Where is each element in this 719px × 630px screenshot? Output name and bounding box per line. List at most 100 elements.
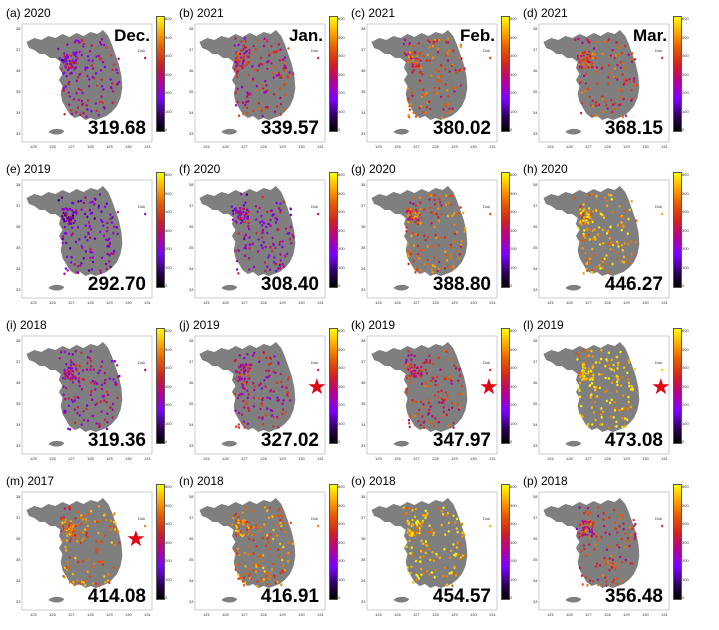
station-dot <box>603 517 606 521</box>
station-dot <box>236 396 239 400</box>
station-dot <box>444 68 447 71</box>
station-dot <box>420 534 423 537</box>
station-dot <box>408 378 411 381</box>
station-dot <box>241 580 245 583</box>
station-dot <box>608 401 612 405</box>
station-dot <box>422 554 425 558</box>
station-dot <box>447 530 450 533</box>
colorbar-tick-label: 300 <box>165 71 172 77</box>
station-dot <box>573 196 576 200</box>
station-dot <box>72 370 75 373</box>
station-dot <box>246 91 249 94</box>
map-panel: (c) 2021 125 126 127 128 129 130 131 38 37 36 35 34 3… <box>349 6 525 162</box>
station-dot <box>278 76 282 79</box>
station-dot <box>63 575 66 579</box>
station-dot <box>102 234 105 238</box>
lon-tick-label: 126 <box>222 456 229 461</box>
station-dot <box>628 208 631 211</box>
station-dot <box>609 564 612 567</box>
station-dot <box>289 521 293 525</box>
station-dot <box>585 269 589 273</box>
station-dot <box>593 228 596 231</box>
station-dot <box>86 108 89 111</box>
station-dot <box>64 377 67 380</box>
lon-tick-label: 125 <box>203 612 210 617</box>
station-dot <box>76 561 80 564</box>
station-dot <box>590 192 593 196</box>
station-dot <box>609 226 612 229</box>
lat-tick-label: 35 <box>533 245 538 250</box>
station-dot <box>62 393 65 396</box>
station-dot <box>273 256 276 259</box>
station-dot <box>431 415 434 418</box>
station-dot <box>409 201 412 204</box>
station-dot <box>266 210 269 214</box>
station-dot <box>73 40 76 44</box>
station-dot <box>581 372 584 375</box>
station-dot <box>60 350 63 354</box>
station-dot <box>239 519 242 523</box>
station-dot <box>269 356 272 360</box>
station-dot <box>411 401 415 404</box>
station-dot <box>585 227 589 230</box>
station-dot <box>242 204 245 207</box>
station-dot <box>281 240 284 243</box>
station-dot <box>246 532 249 535</box>
jeju-island <box>48 596 65 603</box>
station-dot <box>67 527 70 531</box>
station-dot <box>433 576 436 579</box>
station-dot <box>418 52 421 55</box>
station-dot <box>288 71 291 74</box>
lon-tick-label: 131 <box>661 144 668 149</box>
station-dot <box>621 215 624 219</box>
station-dot <box>585 219 588 222</box>
station-dot <box>111 101 114 105</box>
station-dot <box>109 265 112 269</box>
station-dot <box>68 53 71 57</box>
station-dot <box>449 253 453 256</box>
colorbar-tick-label: 0 <box>682 127 685 132</box>
station-dot <box>78 414 81 417</box>
station-dot <box>416 412 420 416</box>
station-dot <box>100 365 103 368</box>
station-dot <box>244 40 247 43</box>
station-dot <box>254 526 258 530</box>
station-dot <box>597 103 601 107</box>
station-dot <box>628 258 631 261</box>
station-dot <box>581 520 585 524</box>
station-dot <box>440 213 443 216</box>
station-dot <box>578 79 581 82</box>
station-dot <box>74 516 77 520</box>
station-dot <box>592 580 595 583</box>
station-dot <box>437 507 440 510</box>
station-dot <box>88 78 91 81</box>
station-dot <box>75 525 78 528</box>
station-dot <box>582 363 585 366</box>
station-dot <box>437 70 441 73</box>
station-dot <box>446 111 449 114</box>
station-dot <box>579 81 582 84</box>
station-dot <box>100 256 104 260</box>
station-dot <box>409 552 412 555</box>
station-dot <box>419 66 423 69</box>
station-dot <box>109 78 112 81</box>
station-dot <box>607 377 610 380</box>
station-dot <box>79 541 83 545</box>
station-dot <box>65 54 68 57</box>
colorbar-tick-label: 600 <box>165 16 172 21</box>
station-dot <box>416 65 419 68</box>
station-dot <box>427 263 431 266</box>
station-dot <box>579 373 583 376</box>
station-dot <box>268 268 272 271</box>
station-dot <box>406 243 409 246</box>
station-dot <box>595 535 598 538</box>
station-dot <box>449 377 452 381</box>
station-dot <box>93 203 96 206</box>
station-dot <box>243 406 246 409</box>
station-dot <box>86 355 89 359</box>
colorbar-tick-label: 500 <box>510 190 517 196</box>
station-dot <box>262 554 265 557</box>
station-dot <box>586 524 589 527</box>
lon-tick-label: 130 <box>298 300 305 305</box>
station-dot <box>245 100 248 104</box>
